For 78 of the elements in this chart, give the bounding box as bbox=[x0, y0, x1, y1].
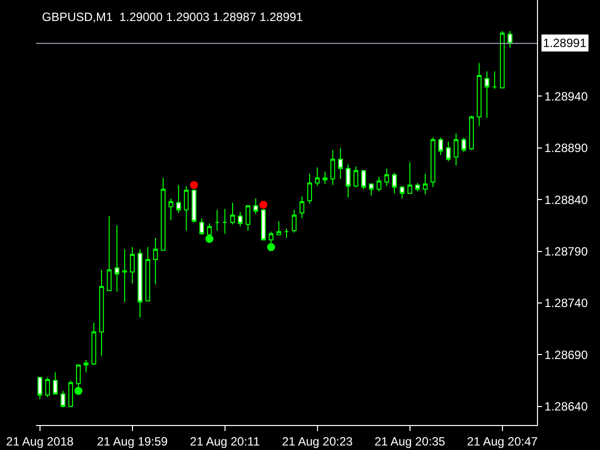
candlestick bbox=[160, 177, 166, 251]
candlestick bbox=[52, 372, 58, 394]
candlestick bbox=[168, 198, 174, 221]
candlestick bbox=[138, 248, 142, 318]
y-tick-label: 1.28690 bbox=[544, 348, 588, 362]
candlestick bbox=[145, 246, 150, 302]
ref-line-label: 1.28991 bbox=[543, 36, 587, 50]
candlestick bbox=[192, 190, 196, 223]
candlestick bbox=[314, 167, 320, 187]
candlestick bbox=[446, 141, 451, 162]
candlestick bbox=[353, 166, 358, 188]
x-tick-label: 21 Aug 20:35 bbox=[374, 434, 446, 448]
x-tick-label: 21 Aug 20:47 bbox=[466, 434, 538, 448]
y-tick-label: 1.28890 bbox=[544, 141, 588, 156]
point bbox=[259, 200, 268, 209]
candlestick bbox=[454, 132, 458, 166]
candlestick bbox=[60, 390, 66, 408]
candlestick bbox=[438, 137, 444, 156]
candlestick bbox=[45, 376, 50, 398]
candlestick bbox=[37, 376, 42, 400]
candlestick bbox=[253, 198, 258, 215]
candlestick bbox=[276, 220, 282, 236]
candlestick bbox=[430, 137, 436, 188]
candlestick bbox=[199, 218, 204, 236]
x-tick-label: 21 Aug 19:59 bbox=[96, 434, 168, 448]
candlestick bbox=[292, 209, 297, 234]
point bbox=[74, 386, 82, 395]
candlestick bbox=[346, 164, 351, 198]
text: GBPUSD,M1 1.29000 1.29003 1.28987 1.28991 bbox=[42, 10, 304, 24]
candlestick bbox=[376, 176, 382, 192]
candlestick bbox=[99, 269, 104, 356]
candlestick bbox=[307, 173, 312, 204]
point bbox=[205, 234, 214, 243]
point bbox=[267, 243, 276, 252]
candlestick bbox=[106, 216, 112, 292]
candlestick bbox=[407, 162, 412, 194]
candlestick bbox=[230, 202, 235, 225]
candlestick bbox=[361, 170, 366, 190]
candlestick bbox=[384, 168, 390, 187]
candlestick bbox=[508, 30, 512, 48]
candlestick bbox=[122, 248, 128, 302]
candlestick bbox=[84, 359, 88, 373]
y-tick-label: 1.28740 bbox=[544, 296, 588, 310]
candlestick bbox=[338, 147, 343, 180]
candlestick bbox=[415, 182, 420, 192]
candlestick bbox=[222, 208, 228, 234]
y-tick-label: 1.28940 bbox=[544, 89, 588, 104]
candlestick bbox=[469, 115, 474, 150]
candlestick bbox=[284, 228, 289, 238]
candlestick bbox=[130, 246, 135, 284]
candlestick bbox=[176, 184, 181, 214]
candlestick bbox=[484, 70, 490, 118]
candlestick bbox=[238, 211, 243, 227]
candlestick bbox=[500, 30, 505, 88]
candlestick bbox=[422, 173, 428, 195]
candlestick bbox=[392, 172, 397, 194]
y-tick-label: 1.28790 bbox=[544, 244, 588, 258]
candlestick bbox=[184, 186, 189, 232]
candlestick bbox=[91, 322, 96, 366]
candlestick bbox=[300, 196, 304, 219]
candlestick bbox=[260, 209, 266, 240]
candlestick bbox=[214, 209, 220, 232]
x-tick-label: 21 Aug 2018 bbox=[6, 434, 74, 448]
y-tick-label: 1.28840 bbox=[544, 192, 588, 207]
candlestick bbox=[476, 62, 482, 127]
candlestick bbox=[246, 205, 250, 232]
candlestick bbox=[492, 70, 497, 90]
y-tick-label: 1.28640 bbox=[544, 400, 588, 414]
candlestick bbox=[114, 224, 120, 292]
candlestick bbox=[400, 186, 404, 200]
x-tick-label: 21 Aug 20:11 bbox=[190, 434, 260, 448]
x-tick-label: 21 Aug 20:23 bbox=[282, 434, 354, 448]
candlestick bbox=[330, 149, 336, 186]
candlestick bbox=[322, 171, 328, 185]
point bbox=[190, 181, 198, 190]
candlestick bbox=[461, 137, 466, 153]
candlestick bbox=[368, 184, 374, 196]
candlestick bbox=[153, 237, 158, 285]
